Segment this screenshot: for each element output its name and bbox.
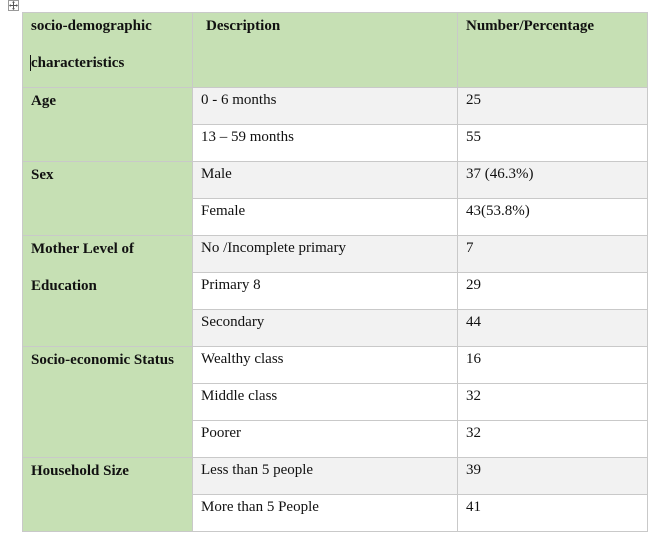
description-cell: Female xyxy=(192,198,458,236)
header-characteristics-line1: socio-demographic xyxy=(31,18,152,34)
header-characteristics: socio-demographic characteristics xyxy=(22,12,193,88)
category-household-size: Household Size xyxy=(22,457,193,532)
value-cell: 16 xyxy=(457,346,648,384)
table-row: Secondary 44 xyxy=(23,309,648,347)
table-row: Household Size Less than 5 people 39 xyxy=(22,457,648,532)
table-row: Middle class 32 xyxy=(23,383,648,421)
table-move-handle-icon[interactable] xyxy=(8,0,19,11)
description-cell: Middle class xyxy=(192,383,458,421)
description-cell: Poorer xyxy=(192,420,458,458)
table-row: Primary 8 29 xyxy=(23,272,648,310)
description-cell: Male xyxy=(192,161,458,199)
category-mother-education-line2: Education xyxy=(31,278,97,294)
category-socio-economic-status: Socio-economic Status xyxy=(22,346,193,458)
socio-demographic-table: socio-demographic characteristics Descri… xyxy=(22,12,648,532)
table-header-row: socio-demographic characteristics Descri… xyxy=(22,12,648,88)
value-cell: 39 xyxy=(457,457,648,495)
table-row: Female 43(53.8%) xyxy=(23,198,648,236)
description-cell: Secondary xyxy=(192,309,458,347)
description-cell: More than 5 People xyxy=(192,494,458,532)
description-cell: 0 - 6 months xyxy=(192,87,458,125)
value-cell: 32 xyxy=(457,420,648,458)
category-age: Age xyxy=(22,87,193,162)
description-cell: Primary 8 xyxy=(192,272,458,310)
description-cell: No /Incomplete primary xyxy=(192,235,458,273)
value-cell: 32 xyxy=(457,383,648,421)
table-row: Poorer 32 xyxy=(23,420,648,458)
category-mother-education-line1: Mother Level of xyxy=(31,241,135,257)
value-cell: 29 xyxy=(457,272,648,310)
description-cell: Less than 5 people xyxy=(192,457,458,495)
category-mother-education: Mother Level of Education xyxy=(22,235,193,347)
header-description: Description xyxy=(192,12,458,88)
table-row: 13 – 59 months 55 xyxy=(23,124,648,162)
value-cell: 25 xyxy=(457,87,648,125)
category-sex: Sex xyxy=(22,161,193,236)
value-cell: 7 xyxy=(457,235,648,273)
table-row: More than 5 People 41 xyxy=(23,494,648,532)
table-row: Mother Level of Education No /Incomplete… xyxy=(22,235,648,347)
header-characteristics-line2: characteristics xyxy=(31,55,125,71)
value-cell: 41 xyxy=(457,494,648,532)
description-cell: 13 – 59 months xyxy=(192,124,458,162)
value-cell: 37 (46.3%) xyxy=(457,161,648,199)
text-cursor xyxy=(30,55,31,71)
value-cell: 55 xyxy=(457,124,648,162)
value-cell: 44 xyxy=(457,309,648,347)
value-cell: 43(53.8%) xyxy=(457,198,648,236)
table-row: Sex Male 37 (46.3%) xyxy=(22,161,648,236)
table-row: Socio-economic Status Wealthy class 16 xyxy=(22,346,648,458)
description-cell: Wealthy class xyxy=(192,346,458,384)
table-row: Age 0 - 6 months 25 xyxy=(22,87,648,162)
header-number-percentage: Number/Percentage xyxy=(457,12,648,88)
